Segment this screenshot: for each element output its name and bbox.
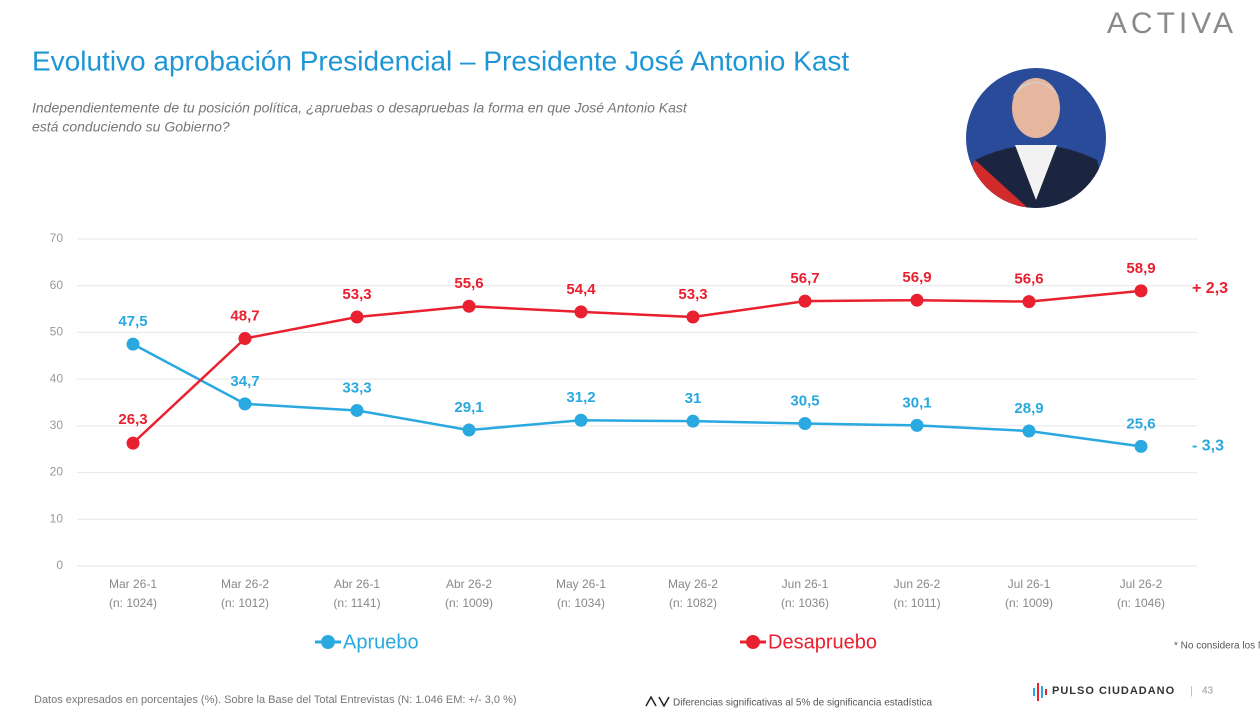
- series-line: [132, 289, 1142, 445]
- x-tick-sample: (n: 1009): [445, 596, 493, 610]
- source-note: Datos expresados en porcentajes (%). Sob…: [34, 694, 517, 706]
- data-label: 56,7: [790, 270, 819, 287]
- y-tick-label: 70: [50, 231, 64, 245]
- page-number: 43: [1202, 686, 1214, 697]
- point: [574, 413, 588, 427]
- point: [686, 310, 700, 324]
- data-label: 56,9: [902, 269, 931, 286]
- point: [462, 299, 476, 313]
- y-tick-label: 40: [50, 371, 64, 385]
- chart-title: Evolutivo aprobación Presidencial – Pres…: [32, 45, 849, 76]
- data-label: 48,7: [230, 307, 259, 324]
- subtitle: está conduciendo su Gobierno?: [32, 119, 230, 135]
- data-label: 53,3: [342, 286, 371, 303]
- point: [1134, 439, 1148, 453]
- x-tick-sample: (n: 1034): [557, 596, 605, 610]
- x-tick-sample: (n: 1011): [893, 596, 940, 610]
- x-tick-label: Jul 26-1: [1008, 577, 1051, 591]
- x-tick-label: May 26-1: [556, 577, 606, 591]
- point: [686, 414, 700, 428]
- data-label: 54,4: [566, 281, 596, 298]
- point: [350, 403, 364, 417]
- data-label: 33,3: [342, 379, 371, 396]
- change-label: - 3,3: [1192, 438, 1224, 455]
- legend-label: Apruebo: [343, 631, 419, 653]
- x-tick-label: May 26-2: [668, 577, 718, 591]
- data-label: 56,6: [1014, 271, 1043, 288]
- data-label: 25,6: [1126, 415, 1155, 432]
- x-tick-sample: (n: 1046): [1117, 596, 1165, 610]
- significance-note: Diferencias significativas al 5% de sign…: [673, 698, 932, 709]
- x-tick-label: Jul 26-2: [1120, 577, 1163, 591]
- point: [910, 418, 924, 432]
- data-label: 30,5: [790, 392, 819, 409]
- data-label: 31,2: [566, 389, 595, 406]
- data-label: 47,5: [118, 313, 147, 330]
- y-tick-label: 30: [50, 418, 64, 432]
- point: [350, 310, 364, 324]
- data-label: 28,9: [1014, 400, 1043, 417]
- x-tick-label: Mar 26-2: [221, 577, 269, 591]
- point: [1134, 284, 1148, 298]
- y-tick-label: 0: [56, 558, 63, 572]
- data-label: 29,1: [454, 399, 483, 416]
- footnote: * No considera los No sé: [1174, 641, 1260, 652]
- data-label: 53,3: [678, 286, 707, 303]
- divider: |: [1190, 685, 1193, 697]
- logo-icon: [1033, 683, 1047, 701]
- x-tick-sample: (n: 1012): [221, 596, 269, 610]
- brand-logo: ACTIVA: [1107, 7, 1237, 40]
- x-tick-label: Jun 26-1: [782, 577, 829, 591]
- point: [238, 397, 252, 411]
- point: [462, 423, 476, 437]
- point: [910, 293, 924, 307]
- x-tick-sample: (n: 1141): [333, 596, 380, 610]
- point: [126, 436, 140, 450]
- x-tick-sample: (n: 1036): [781, 596, 829, 610]
- x-tick-sample: (n: 1082): [669, 596, 717, 610]
- x-tick-sample: (n: 1024): [109, 596, 157, 610]
- y-tick-label: 50: [50, 325, 64, 339]
- x-tick-label: Mar 26-1: [109, 577, 157, 591]
- x-tick-label: Abr 26-2: [446, 577, 492, 591]
- data-label: 55,6: [454, 275, 483, 292]
- data-label: 30,1: [902, 394, 931, 411]
- legend-marker: [746, 635, 760, 649]
- y-tick-label: 10: [50, 511, 64, 525]
- point: [1022, 295, 1036, 309]
- x-tick-label: Abr 26-1: [334, 577, 380, 591]
- point: [798, 417, 812, 431]
- portrait: [966, 68, 1106, 208]
- point: [1022, 424, 1036, 438]
- x-tick-sample: (n: 1009): [1005, 596, 1053, 610]
- y-tick-label: 60: [50, 278, 64, 292]
- point: [126, 337, 140, 351]
- data-label: 31: [685, 390, 702, 407]
- data-label: 58,9: [1126, 260, 1155, 277]
- significance-icon: [645, 695, 670, 708]
- change-label: + 2,3: [1192, 280, 1228, 297]
- y-tick-label: 20: [50, 465, 64, 479]
- point: [798, 294, 812, 308]
- subtitle: Independientemente de tu posición políti…: [32, 100, 688, 116]
- legend-marker: [321, 635, 335, 649]
- point: [238, 332, 252, 346]
- footer-logo: PULSO CIUDADANO: [1052, 685, 1175, 697]
- legend-label: Desapruebo: [768, 631, 877, 653]
- series-line: [132, 343, 1142, 448]
- data-label: 26,3: [118, 411, 147, 428]
- x-tick-label: Jun 26-2: [894, 577, 941, 591]
- data-label: 34,7: [230, 373, 259, 390]
- point: [574, 305, 588, 319]
